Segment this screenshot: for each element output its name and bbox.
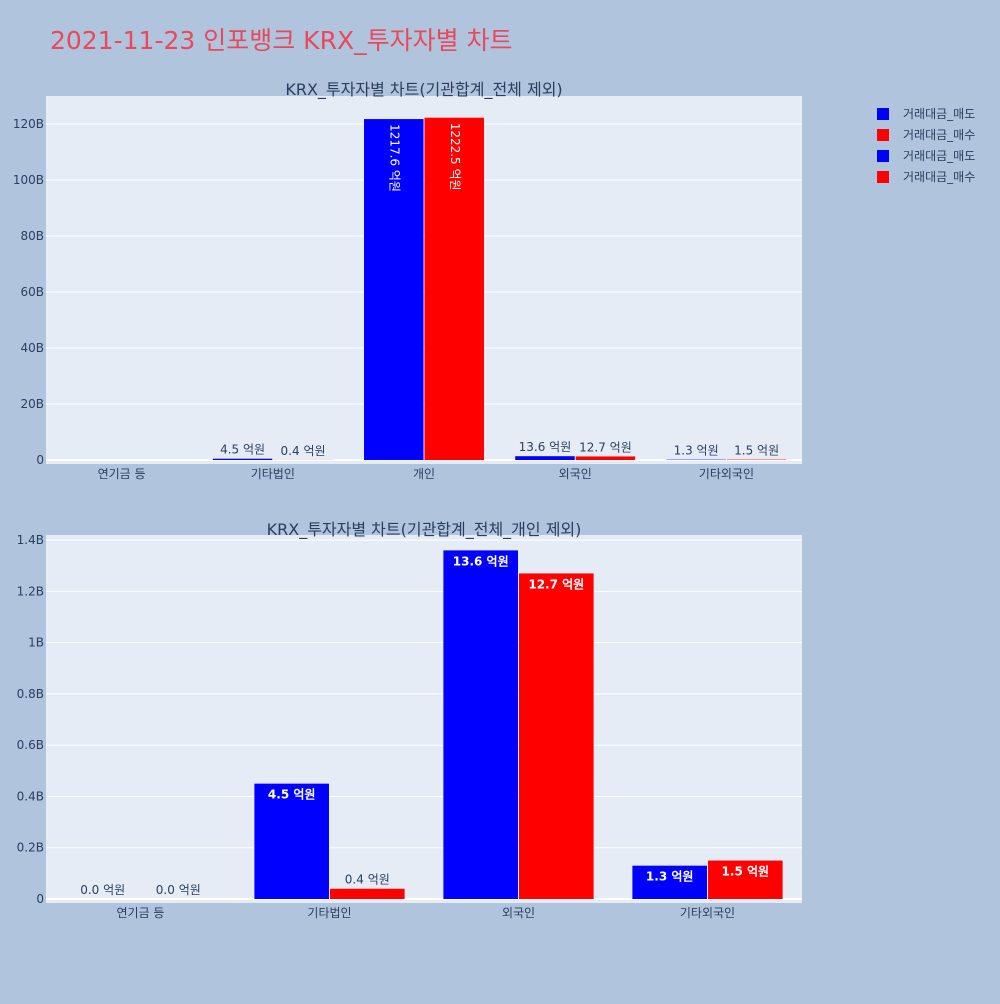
- legend-label[interactable]: 거래대금_매도: [903, 107, 975, 121]
- page-title: 2021-11-23 인포뱅크 KRX_투자자별 차트: [50, 26, 513, 55]
- y-tick-label: 40B: [20, 341, 44, 355]
- y-tick-label: 0.2B: [17, 841, 44, 855]
- data-label: 1.3 억원: [674, 444, 719, 458]
- x-tick-label: 기타법인: [307, 906, 351, 920]
- y-tick-label: 1.4B: [17, 533, 44, 547]
- y-tick-label: 120B: [13, 117, 44, 131]
- y-tick-label: 100B: [13, 173, 44, 187]
- y-tick-label: 0.6B: [17, 738, 44, 752]
- legend-swatch[interactable]: [877, 150, 889, 162]
- y-tick-label: 0.8B: [17, 687, 44, 701]
- chart-bottom: KRX_투자자별 차트(기관합계_전체_개인 제외) 0 0.2B 0.4B 0.6B 0…: [17, 520, 802, 920]
- y-tick-label: 0: [36, 453, 44, 467]
- x-tick-label: 기타외국인: [699, 467, 754, 481]
- plot-area: [46, 96, 802, 464]
- y-tick-label: 0: [36, 892, 44, 906]
- data-label: 13.6 억원: [453, 554, 509, 568]
- chart-title: KRX_투자자별 차트(기관합계_전체_개인 제외): [267, 520, 582, 540]
- bar[interactable]: [213, 459, 272, 460]
- y-tick-label: 1.2B: [17, 584, 44, 598]
- y-tick-label: 0.4B: [17, 789, 44, 803]
- bar[interactable]: [515, 456, 574, 460]
- data-label: 0.0 억원: [80, 883, 125, 897]
- x-tick-label: 외국인: [559, 467, 592, 481]
- data-label: 4.5 억원: [220, 443, 265, 457]
- y-tick-label: 60B: [20, 285, 44, 299]
- x-tick-label: 외국인: [502, 906, 535, 920]
- legend-swatch[interactable]: [877, 129, 889, 141]
- y-tick-label: 80B: [20, 229, 44, 243]
- data-label: 1217.6 억원: [387, 124, 401, 192]
- data-label: 1.3 억원: [646, 870, 694, 884]
- x-tick-label: 연기금 등: [98, 467, 146, 481]
- legend-label[interactable]: 거래대금_매수: [903, 170, 975, 184]
- data-label: 0.4 억원: [281, 444, 326, 458]
- legend-swatch[interactable]: [877, 108, 889, 120]
- data-label: 12.7 억원: [528, 577, 584, 591]
- x-tick-label: 기타법인: [251, 467, 295, 481]
- bar[interactable]: [330, 889, 405, 899]
- data-label: 0.4 억원: [345, 873, 390, 887]
- chart-top: KRX_투자자별 차트(기관합계_전체 제외) 0 20B 40B 60B 80B 100B…: [13, 80, 802, 481]
- bar[interactable]: [576, 456, 635, 460]
- x-tick-label: 연기금 등: [117, 906, 165, 920]
- legend-label[interactable]: 거래대금_매도: [903, 149, 975, 163]
- data-label: 1222.5 억원: [448, 123, 462, 191]
- y-tick-label: 1B: [28, 636, 44, 650]
- bar[interactable]: [443, 550, 518, 899]
- data-label: 13.6 억원: [519, 440, 572, 454]
- data-label: 4.5 억원: [268, 788, 316, 802]
- data-label: 1.5 억원: [734, 444, 779, 458]
- bar[interactable]: [519, 573, 594, 899]
- data-label: 12.7 억원: [579, 440, 632, 454]
- x-tick-label: 개인: [413, 467, 435, 481]
- data-label: 0.0 억원: [156, 883, 201, 897]
- chart-title: KRX_투자자별 차트(기관합계_전체 제외): [285, 80, 562, 100]
- legend-swatch[interactable]: [877, 171, 889, 183]
- y-tick-label: 20B: [20, 397, 44, 411]
- legend-label[interactable]: 거래대금_매수: [903, 128, 975, 142]
- x-tick-label: 기타외국인: [680, 906, 735, 920]
- data-label: 1.5 억원: [722, 865, 770, 879]
